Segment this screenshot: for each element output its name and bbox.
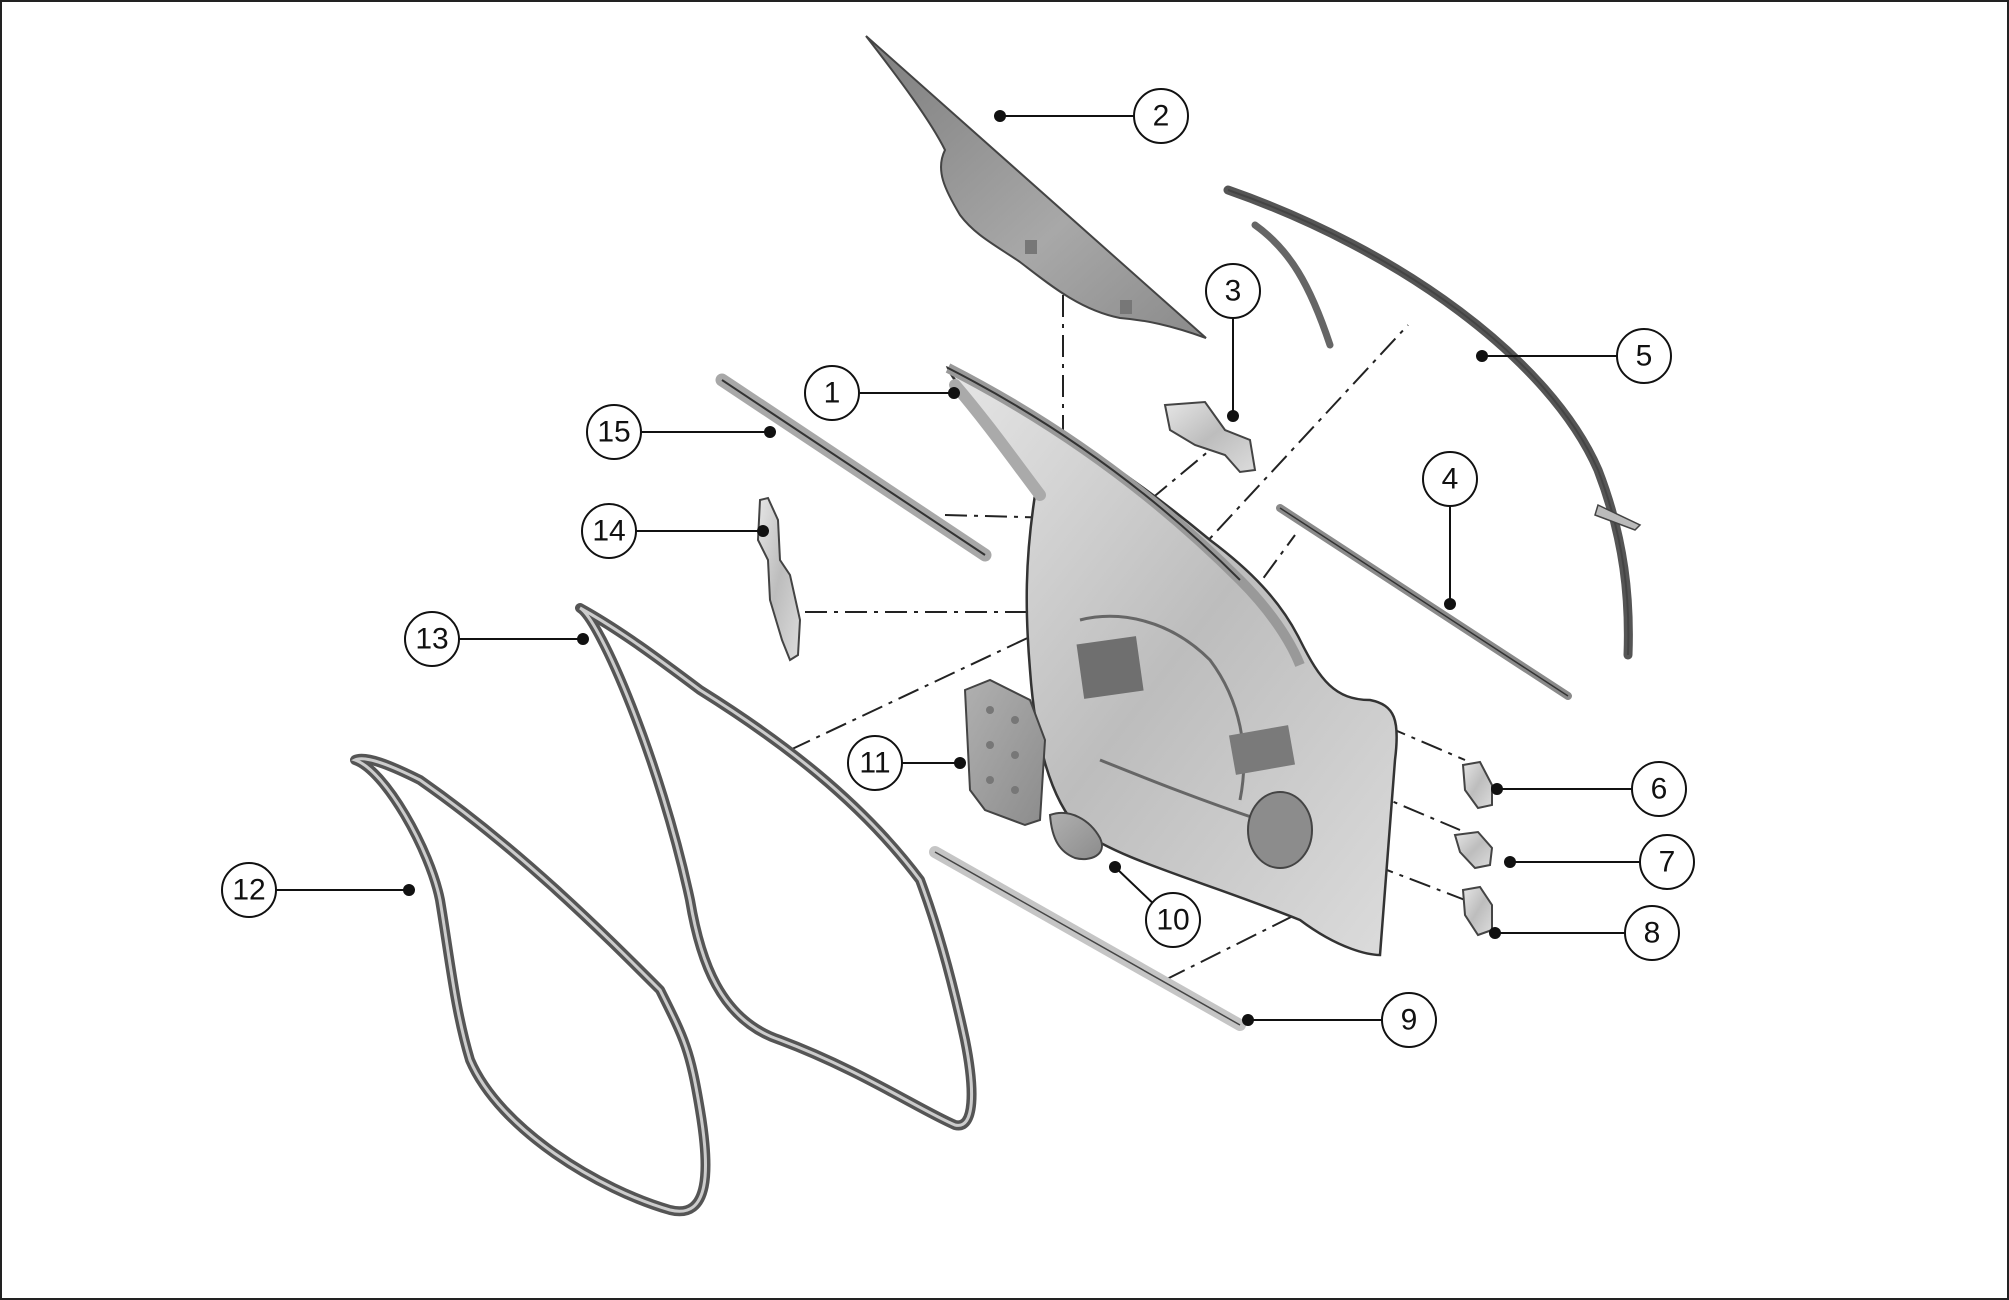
door-frame-pillar <box>949 379 1046 501</box>
callout-14: 14 <box>581 503 637 559</box>
svg-text:5: 5 <box>1636 340 1653 373</box>
svg-text:10: 10 <box>1156 904 1189 937</box>
callout-2: 2 <box>1133 88 1189 144</box>
sash-end-tab <box>1594 503 1642 531</box>
callout-6: 6 <box>1631 761 1687 817</box>
glass-clip <box>1120 300 1132 314</box>
door-panel-window <box>1076 636 1144 699</box>
handle-bracket <box>1163 400 1257 474</box>
lower-hinge <box>1461 885 1493 937</box>
outer-door-seal-edge <box>351 757 708 1213</box>
access-cover-panel <box>963 678 1047 827</box>
glass-clip <box>1025 240 1037 254</box>
callout-4: 4 <box>1422 451 1478 507</box>
door-frame-upper-edge <box>947 367 1241 581</box>
sash-frame-edge <box>1227 189 1630 656</box>
lower-seal-strip-edge <box>934 851 1241 1026</box>
callout-7: 7 <box>1639 834 1695 890</box>
speaker-opening <box>1247 791 1313 869</box>
upper-hinge <box>1461 760 1493 810</box>
svg-text:1: 1 <box>824 377 841 410</box>
callout-8: 8 <box>1624 905 1680 961</box>
svg-text:2: 2 <box>1153 100 1170 133</box>
svg-text:3: 3 <box>1225 275 1242 308</box>
callout-12: 12 <box>221 862 277 918</box>
leader-lines <box>276 115 1640 1021</box>
inner-door-seal <box>575 603 977 1131</box>
svg-text:8: 8 <box>1644 917 1661 950</box>
sash-inner-strip <box>1251 221 1334 349</box>
leader-dots <box>403 110 1516 1026</box>
callout-5: 5 <box>1616 328 1672 384</box>
svg-text:11: 11 <box>859 747 890 780</box>
window-channel-bracket <box>756 496 802 662</box>
svg-text:9: 9 <box>1401 1004 1418 1037</box>
small-access-cover <box>1048 812 1103 860</box>
callout-11: 11 <box>847 735 903 791</box>
door-panel-detail <box>1099 758 1261 822</box>
svg-text:4: 4 <box>1442 463 1459 496</box>
callout-9: 9 <box>1381 992 1437 1048</box>
door-check-strap <box>1453 830 1494 870</box>
callout-13: 13 <box>404 611 460 667</box>
svg-text:14: 14 <box>592 515 625 548</box>
svg-text:12: 12 <box>232 874 265 907</box>
callout-10: 10 <box>1145 892 1201 948</box>
access-cover-holes <box>986 706 1019 794</box>
svg-text:7: 7 <box>1659 846 1676 879</box>
svg-text:15: 15 <box>597 416 630 449</box>
callout-3: 3 <box>1205 263 1261 319</box>
callout-1: 1 <box>804 365 860 421</box>
door-glass <box>865 35 1207 339</box>
belt-molding-inner-edge <box>721 379 986 556</box>
svg-text:13: 13 <box>415 623 448 656</box>
callout-15: 15 <box>586 404 642 460</box>
door-panel-opening <box>1228 725 1296 775</box>
inner-door-seal-edge <box>579 606 973 1127</box>
belt-molding-outer-edge <box>1279 507 1569 697</box>
svg-text:6: 6 <box>1651 773 1668 806</box>
